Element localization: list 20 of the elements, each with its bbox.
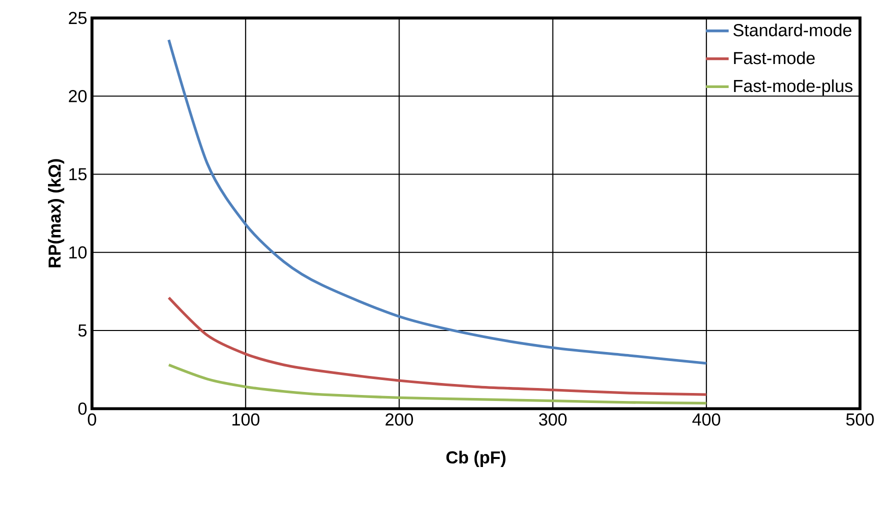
x-tick-label: 300	[539, 413, 567, 426]
x-axis-title: Cb (pF)	[446, 450, 506, 467]
y-axis-title: RP(max) (kΩ)	[48, 159, 64, 268]
y-tick-label: 15	[69, 168, 87, 180]
legend-label: Standard-mode	[733, 24, 852, 36]
x-tick-label: 100	[232, 413, 260, 426]
x-tick-label: 500	[846, 413, 874, 426]
y-tick-label: 10	[69, 246, 87, 259]
legend-label: Fast-mode	[734, 51, 815, 64]
y-tick-label: 0	[78, 402, 87, 415]
x-tick-label: 0	[88, 413, 96, 426]
line-series	[167, 364, 708, 405]
line-series	[167, 296, 708, 396]
legend-label: Fast-mode-plus	[734, 79, 852, 96]
x-tick-label: 400	[692, 413, 720, 426]
y-tick-label: 5	[78, 324, 87, 337]
y-tick-label: 25	[68, 12, 87, 24]
y-tick-label: 20	[68, 90, 87, 102]
x-tick-label: 200	[386, 413, 413, 426]
line-series	[167, 38, 708, 365]
